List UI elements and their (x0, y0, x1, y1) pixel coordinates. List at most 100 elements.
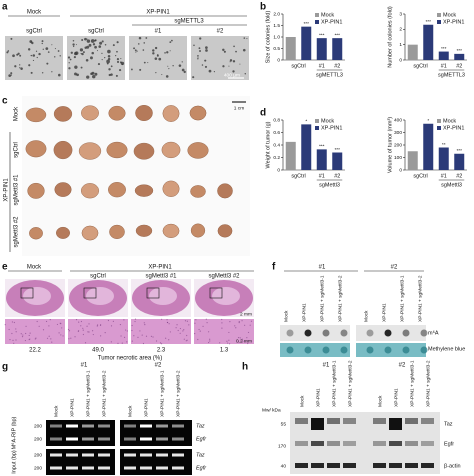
cell (61, 327, 63, 329)
cell (228, 339, 230, 341)
cell (80, 325, 82, 327)
tissue-core (212, 287, 240, 305)
x-tick-label: #1 (441, 63, 447, 69)
band (389, 463, 402, 468)
cell (208, 341, 210, 344)
cell (82, 329, 84, 331)
necrosis-value: 49.0 (92, 348, 104, 354)
cell (183, 338, 185, 340)
band (295, 463, 308, 468)
colony (20, 67, 23, 70)
cell (186, 320, 188, 322)
colony (10, 74, 13, 76)
band (343, 463, 356, 468)
gel-bg (120, 449, 192, 475)
band (405, 418, 418, 424)
row-label: Mock (14, 106, 20, 121)
y-tick-label: 100 (394, 155, 402, 161)
cell (206, 322, 208, 324)
cell (21, 336, 24, 338)
colony-image (67, 36, 125, 80)
cell (9, 339, 11, 341)
lane-label: XP-PIN1 + sgMettl3-1 (409, 360, 415, 407)
cell (237, 336, 240, 339)
bar (301, 124, 312, 170)
cell (234, 325, 236, 327)
band (295, 418, 308, 424)
lane-label: Mock (53, 405, 59, 417)
cell (241, 320, 243, 322)
cell (209, 340, 211, 342)
cell (67, 328, 70, 331)
group-label: #1 (81, 363, 88, 369)
tissue-core (23, 287, 51, 305)
colony (30, 54, 33, 57)
colony (86, 39, 91, 43)
lane-label: XP-PIN1 + sgMettl3-2 (425, 360, 431, 407)
colony (168, 68, 170, 70)
colony (156, 54, 159, 57)
colony (104, 57, 106, 59)
lane-label: XP-PIN1 (381, 303, 387, 322)
group-label: #2 (391, 265, 398, 271)
gel-bg (120, 420, 192, 446)
colony (68, 67, 71, 70)
legend-swatch (315, 20, 319, 24)
colony (167, 65, 169, 67)
colony (233, 45, 235, 48)
cell (238, 321, 240, 324)
colony (86, 38, 88, 40)
colony (172, 65, 174, 67)
dot (304, 346, 312, 354)
tissue-core (149, 287, 177, 305)
colony (86, 75, 90, 79)
colony (107, 49, 111, 54)
tumor (25, 107, 47, 123)
colony (201, 64, 204, 66)
band (66, 466, 78, 470)
y-tick-label: 0.4 (273, 142, 280, 148)
bar (423, 24, 434, 60)
cell (179, 332, 181, 334)
cell (133, 335, 135, 337)
band (98, 437, 110, 441)
colony (31, 41, 34, 45)
group-label: sgMETTL3 (438, 72, 465, 78)
lane-label: XP-PIN1 + sgMettl3-1 (331, 360, 337, 407)
lane-label: XP-PIN1 + sgMettl3-1 (159, 370, 165, 417)
inset-box (83, 287, 97, 299)
cell (199, 330, 201, 332)
legend-label: XP-PIN1 (321, 19, 342, 25)
cell (91, 330, 94, 332)
cell (176, 324, 178, 326)
scale-label: 400 µm (224, 72, 240, 78)
lane-label: sgMettl3 #2 (208, 274, 240, 280)
lane-label: XP-PIN1 + sgMettl3-2 (347, 360, 353, 407)
cell (198, 328, 200, 331)
necrosis-value: 1.3 (220, 348, 229, 354)
header: Mock (27, 10, 42, 16)
cell (238, 321, 240, 323)
legend-swatch (437, 119, 441, 123)
gel-bg (46, 449, 115, 475)
cell (168, 339, 170, 341)
dot (402, 346, 410, 354)
tumor (106, 141, 128, 159)
x-tick-label: #2 (456, 173, 462, 179)
bar (438, 51, 449, 60)
cell (123, 319, 125, 321)
band (343, 441, 356, 446)
x-tick-label: sgCtrl (413, 63, 427, 69)
colony (74, 72, 77, 76)
colony (155, 72, 157, 74)
marker-label: 40 (281, 463, 287, 469)
band (373, 418, 386, 424)
colony (81, 39, 84, 42)
lane-label: Mock (127, 405, 133, 417)
cell (159, 342, 162, 344)
cell (68, 330, 71, 332)
colony (107, 54, 111, 58)
y-tick-label: 0.8 (273, 117, 280, 123)
cell (60, 334, 62, 336)
cell (247, 342, 249, 345)
